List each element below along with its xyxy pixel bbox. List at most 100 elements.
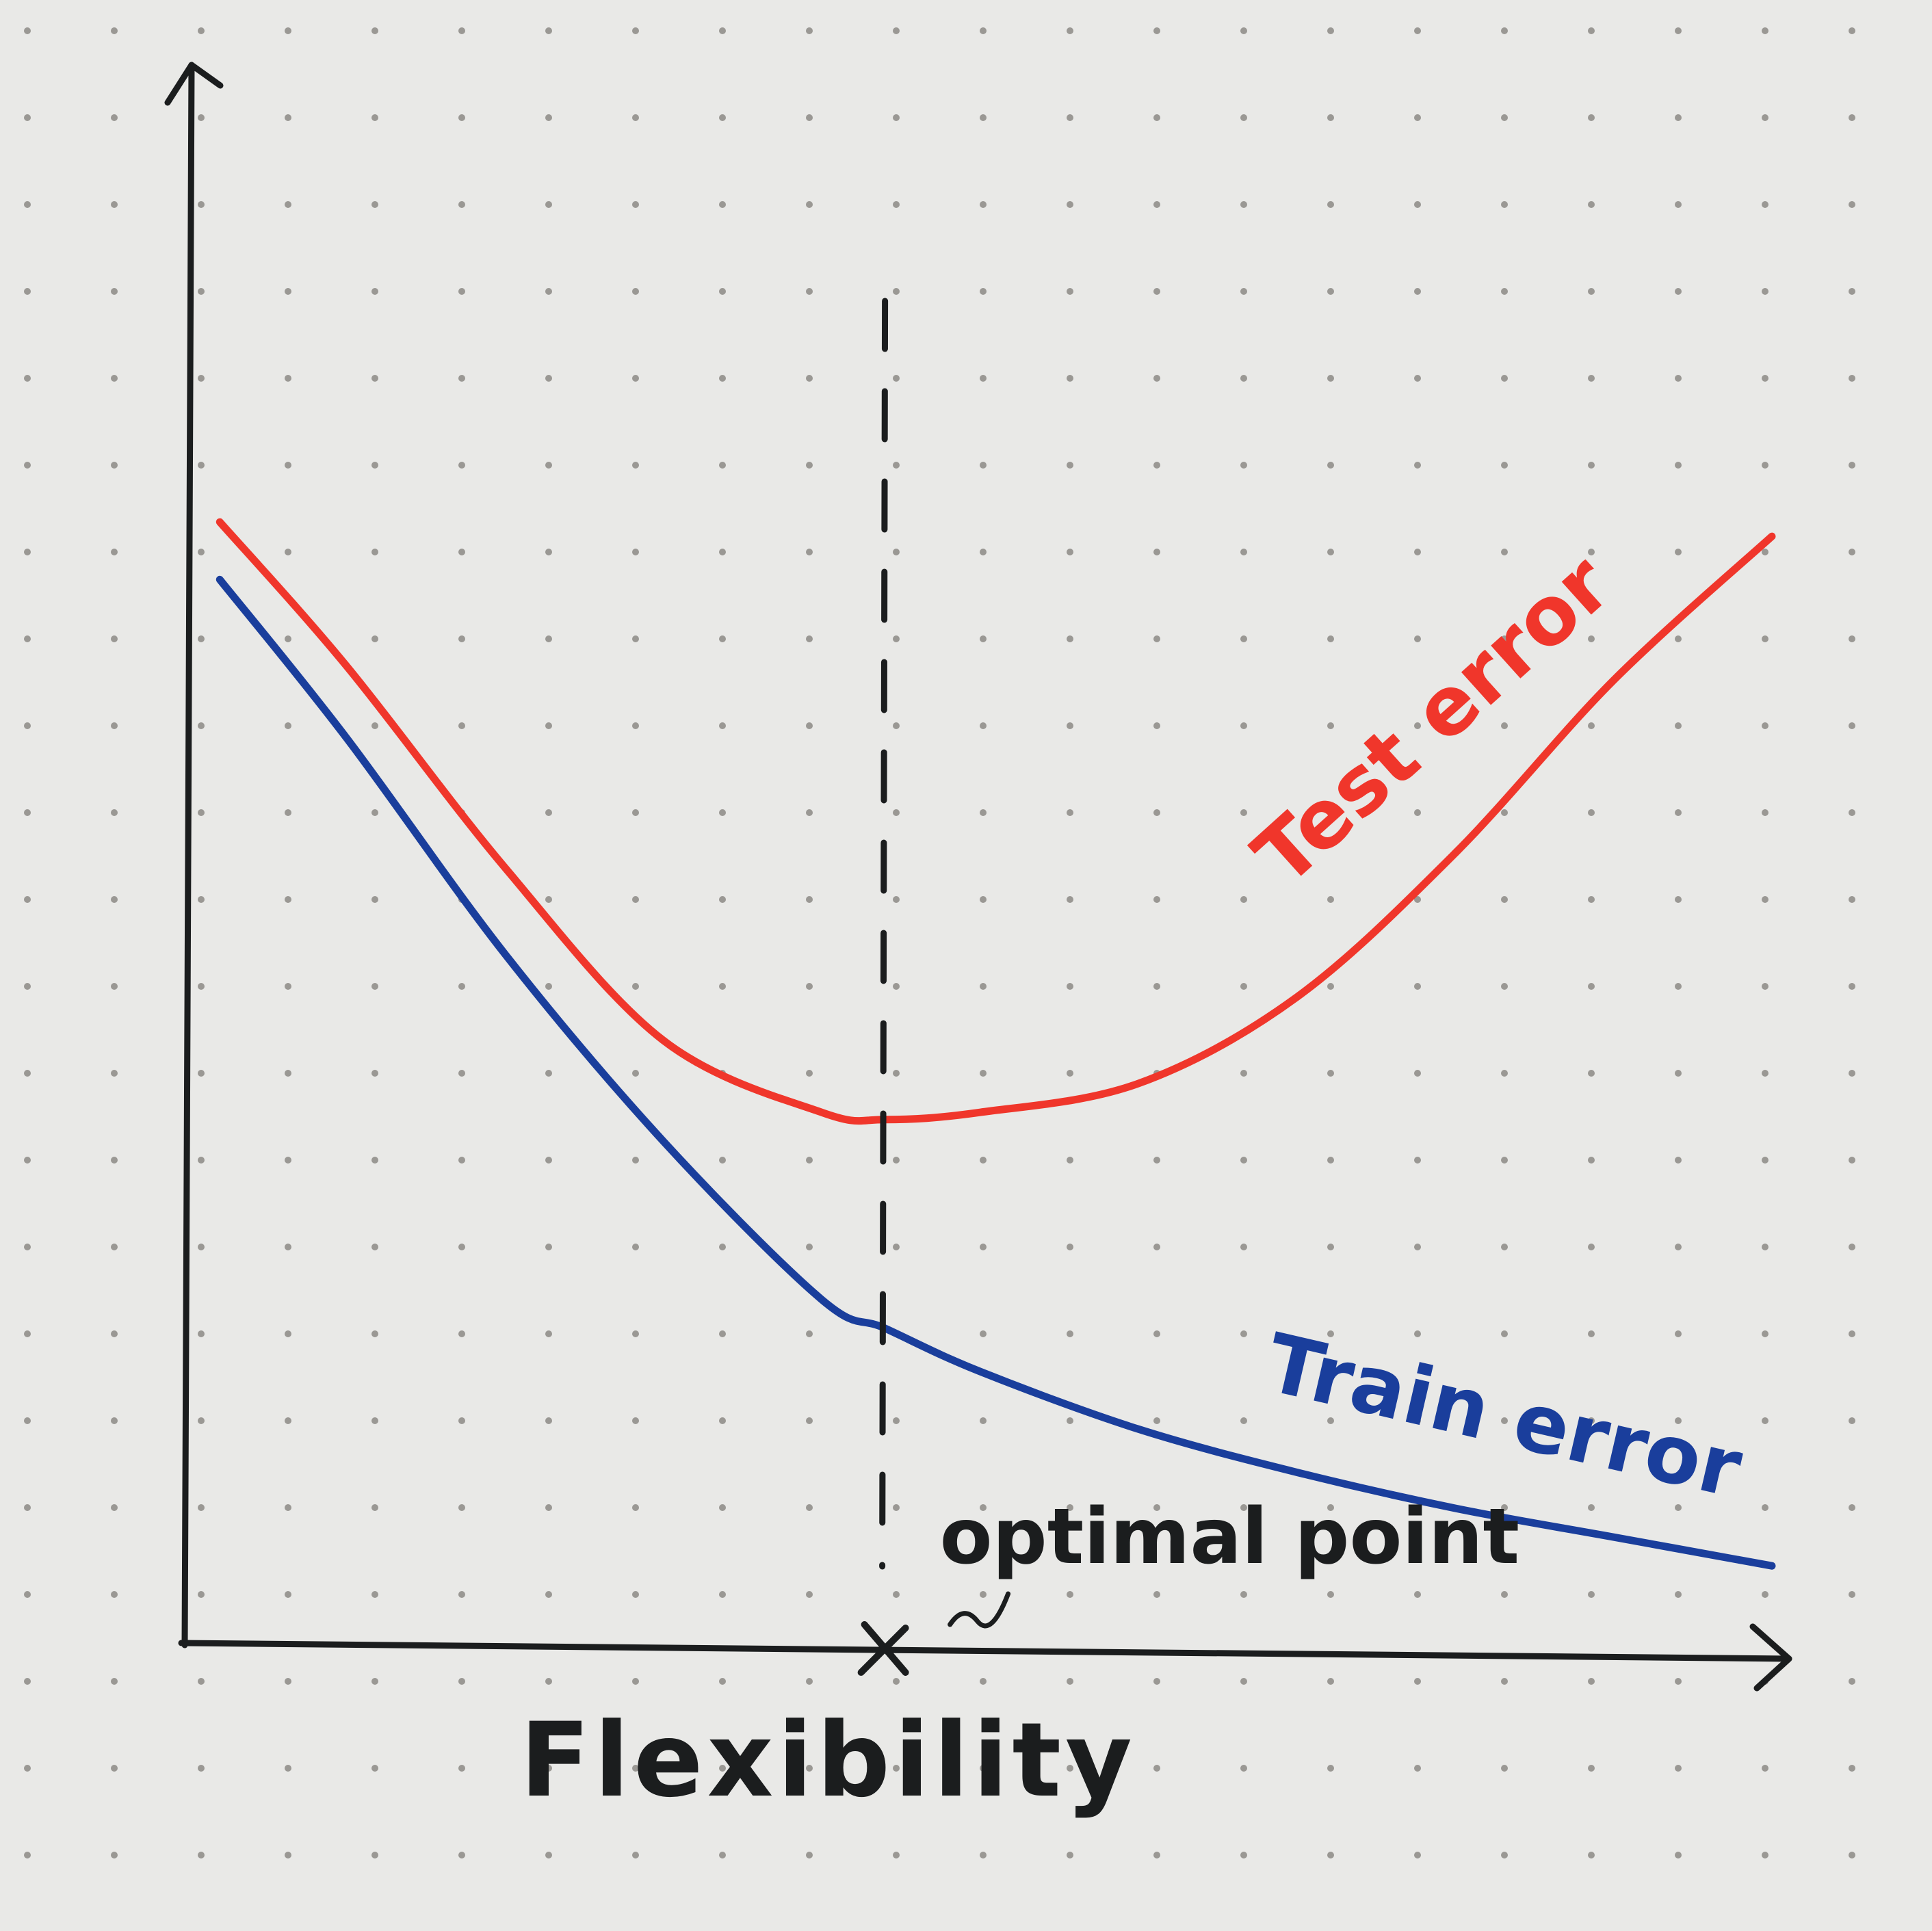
grid-dot bbox=[111, 1244, 118, 1250]
grid-dot bbox=[285, 722, 291, 729]
grid-dot bbox=[1588, 1765, 1595, 1772]
grid-dot bbox=[458, 635, 465, 642]
grid-dot bbox=[111, 809, 118, 816]
grid-dot bbox=[1327, 288, 1334, 295]
grid-dot bbox=[458, 1765, 465, 1772]
grid-dot bbox=[1675, 1157, 1682, 1164]
grid-dot bbox=[1849, 1852, 1855, 1858]
grid-dot bbox=[371, 983, 378, 990]
grid-dot bbox=[371, 27, 378, 34]
grid-dot bbox=[893, 1678, 900, 1685]
grid-dot bbox=[1501, 1504, 1508, 1511]
grid-dot bbox=[1849, 201, 1855, 208]
grid-dot bbox=[458, 1417, 465, 1424]
grid-dot bbox=[632, 722, 639, 729]
grid-dot bbox=[893, 288, 900, 295]
grid-dot bbox=[893, 462, 900, 469]
grid-dot bbox=[980, 1852, 987, 1858]
grid-dot bbox=[1067, 1852, 1073, 1858]
grid-dot bbox=[1153, 375, 1160, 382]
grid-dot bbox=[1501, 462, 1508, 469]
grid-dot bbox=[980, 1417, 987, 1424]
grid-dot bbox=[111, 1678, 118, 1685]
grid-dot bbox=[545, 375, 552, 382]
grid-dot bbox=[198, 1330, 205, 1337]
grid-dot bbox=[806, 114, 813, 121]
grid-dot bbox=[1327, 1330, 1334, 1337]
grid-dot bbox=[1067, 462, 1073, 469]
grid-dot bbox=[1849, 1417, 1855, 1424]
grid-dot bbox=[371, 1244, 378, 1250]
grid-dot bbox=[719, 809, 726, 816]
grid-dot bbox=[893, 1070, 900, 1077]
grid-dot bbox=[632, 896, 639, 903]
grid-dot bbox=[1153, 1244, 1160, 1250]
grid-dot bbox=[632, 288, 639, 295]
grid-dot bbox=[458, 1157, 465, 1164]
grid-dot bbox=[458, 1330, 465, 1337]
grid-dot bbox=[719, 1244, 726, 1250]
grid-dot bbox=[285, 1244, 291, 1250]
grid-dot bbox=[1240, 1157, 1247, 1164]
grid-dot bbox=[893, 1417, 900, 1424]
grid-dot bbox=[1762, 1765, 1768, 1772]
grid-dot bbox=[1849, 114, 1855, 121]
grid-dot bbox=[1153, 114, 1160, 121]
grid-dot bbox=[1414, 983, 1421, 990]
grid-dot bbox=[806, 1244, 813, 1250]
grid-dot bbox=[371, 1591, 378, 1598]
grid-dot bbox=[632, 201, 639, 208]
grid-dot bbox=[806, 1070, 813, 1077]
grid-dot bbox=[719, 462, 726, 469]
grid-dot bbox=[198, 1417, 205, 1424]
grid-dot bbox=[545, 201, 552, 208]
grid-dot bbox=[719, 1330, 726, 1337]
grid-dot bbox=[285, 375, 291, 382]
grid-dot bbox=[1501, 1852, 1508, 1858]
grid-dot bbox=[1327, 1070, 1334, 1077]
grid-dot bbox=[1675, 809, 1682, 816]
grid-dot bbox=[24, 809, 31, 816]
grid-dot bbox=[1327, 1765, 1334, 1772]
grid-dot bbox=[1327, 201, 1334, 208]
grid-dot bbox=[1067, 1244, 1073, 1250]
grid-dot bbox=[1501, 722, 1508, 729]
grid-dot bbox=[545, 462, 552, 469]
grid-dot bbox=[1153, 983, 1160, 990]
grid-dot bbox=[893, 1157, 900, 1164]
grid-dot bbox=[1762, 809, 1768, 816]
grid-dot bbox=[458, 1070, 465, 1077]
grid-dot bbox=[1588, 1417, 1595, 1424]
grid-dot bbox=[371, 549, 378, 555]
grid-dot bbox=[24, 896, 31, 903]
grid-dot bbox=[1675, 1678, 1682, 1685]
grid-dot bbox=[198, 1244, 205, 1250]
grid-dot bbox=[1240, 1852, 1247, 1858]
grid-dot bbox=[719, 114, 726, 121]
plot-area: optimal point Test error Train error Fle… bbox=[164, 62, 1792, 1820]
grid-dot bbox=[24, 549, 31, 555]
grid-dot bbox=[111, 1765, 118, 1772]
grid-dot bbox=[1849, 549, 1855, 555]
grid-dot bbox=[458, 288, 465, 295]
grid-dot bbox=[371, 1678, 378, 1685]
grid-dot bbox=[632, 635, 639, 642]
grid-dot bbox=[893, 983, 900, 990]
grid-dot bbox=[980, 462, 987, 469]
grid-dot bbox=[285, 549, 291, 555]
grid-dot bbox=[545, 722, 552, 729]
grid-dot bbox=[719, 896, 726, 903]
grid-dot bbox=[458, 1244, 465, 1250]
grid-dot bbox=[1675, 462, 1682, 469]
grid-dot bbox=[1762, 722, 1768, 729]
grid-dot bbox=[24, 983, 31, 990]
grid-dot bbox=[632, 1852, 639, 1858]
grid-dot bbox=[632, 1591, 639, 1598]
grid-dot bbox=[1414, 1330, 1421, 1337]
grid-dot bbox=[371, 1504, 378, 1511]
grid-dot bbox=[198, 635, 205, 642]
grid-dot bbox=[285, 1504, 291, 1511]
grid-dot bbox=[1501, 1244, 1508, 1250]
grid-dot bbox=[1675, 1504, 1682, 1511]
grid-dot bbox=[198, 983, 205, 990]
